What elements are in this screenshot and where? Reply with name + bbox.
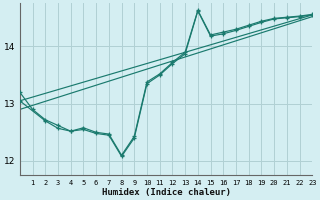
X-axis label: Humidex (Indice chaleur): Humidex (Indice chaleur) xyxy=(101,188,230,197)
